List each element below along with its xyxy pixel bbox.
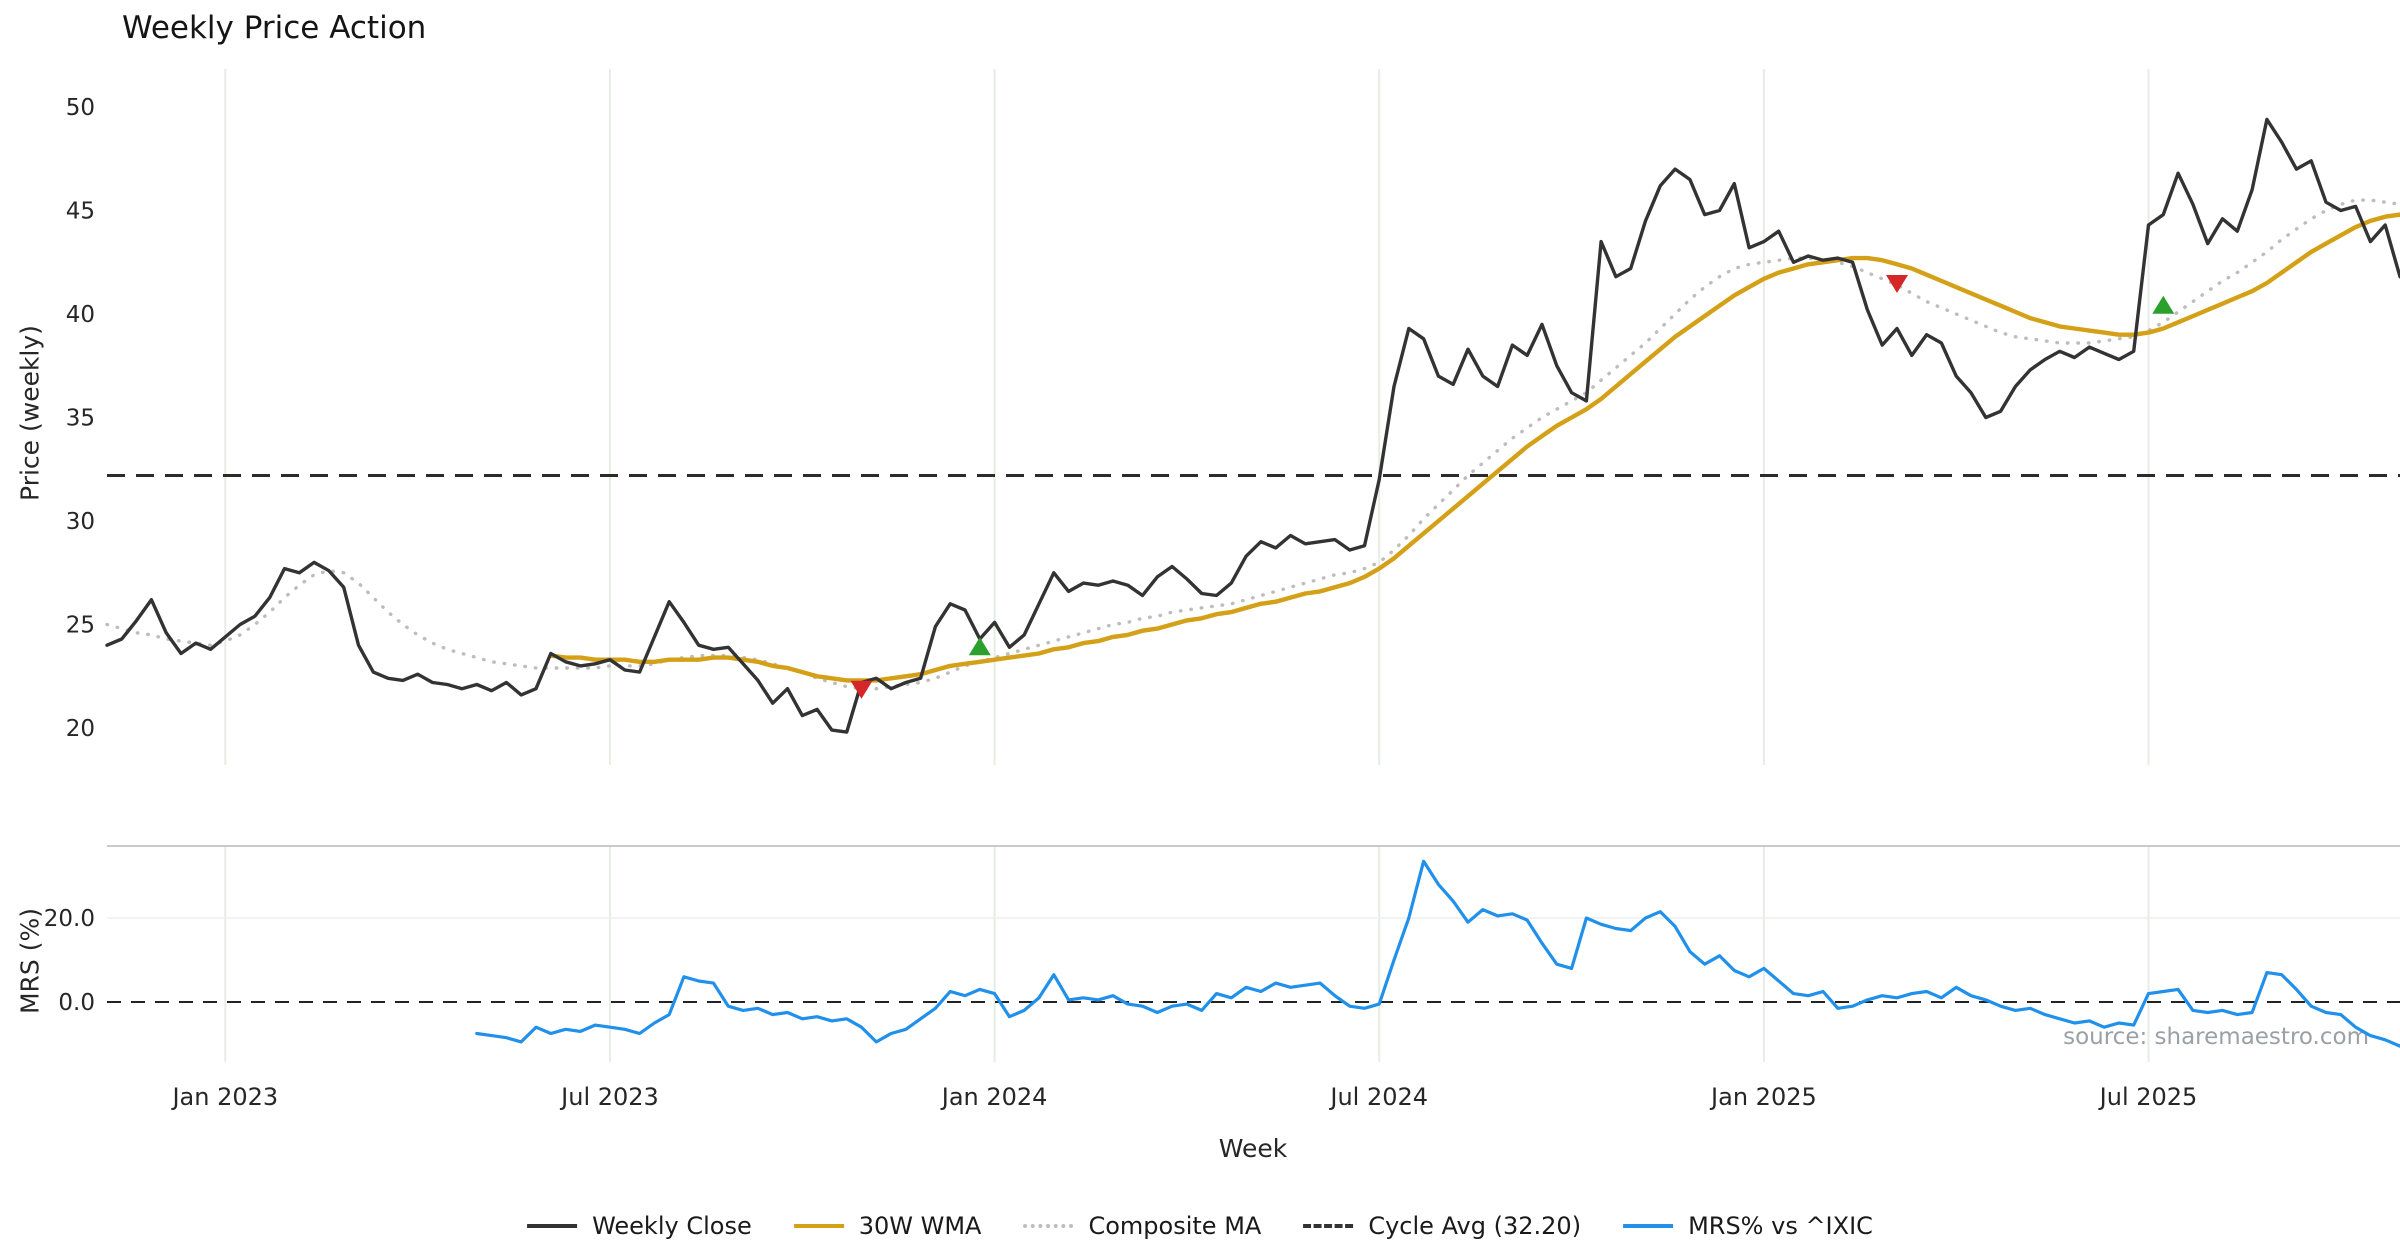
composite-ma-swatch-icon <box>1023 1224 1074 1228</box>
page-title: Weekly Price Action <box>122 10 427 46</box>
x-tick-label: Jul 2024 <box>1328 1083 1428 1111</box>
sell-marker-icon <box>1886 275 1908 293</box>
legend-label: Composite MA <box>1088 1212 1262 1240</box>
legend-label: 30W WMA <box>858 1212 982 1240</box>
price-tick-label: 40 <box>66 302 95 328</box>
weekly-close-line <box>105 117 2400 734</box>
price-tick-label: 35 <box>66 406 95 432</box>
composite-ma-line <box>105 198 2400 691</box>
cycle-avg-swatch-icon <box>1303 1224 1354 1228</box>
legend-item-mrs: MRS% vs ^IXIC <box>1623 1212 1873 1240</box>
price-tick-label: 50 <box>66 95 95 121</box>
legend-item-composite-ma: Composite MA <box>1023 1212 1261 1240</box>
x-tick-label: Jul 2025 <box>2098 1083 2198 1111</box>
legend-label: Cycle Avg (32.20) <box>1368 1212 1582 1240</box>
price-tick-label: 25 <box>66 613 95 639</box>
sell-marker-icon <box>850 680 873 699</box>
legend-label: MRS% vs ^IXIC <box>1688 1212 1873 1240</box>
mrs-swatch-icon <box>1623 1224 1674 1228</box>
legend-item-cycle-avg: Cycle Avg (32.20) <box>1303 1212 1581 1240</box>
weekly-close-swatch-icon <box>527 1224 578 1228</box>
30w-wma-line <box>548 212 2400 683</box>
buy-marker-icon <box>968 637 991 656</box>
price-tick-label: 45 <box>66 199 95 225</box>
x-tick-label: Jul 2023 <box>559 1083 659 1111</box>
source-watermark: source: sharemaestro.com <box>2063 1024 2369 1050</box>
mrs-tick-label: 20.0 <box>44 906 95 932</box>
chart-legend: Weekly Close 30W WMA Composite MA Cycle … <box>527 1212 1873 1240</box>
legend-item-30w-wma: 30W WMA <box>793 1212 982 1240</box>
mrs-tick-label: 0.0 <box>58 990 95 1016</box>
wma-swatch-icon <box>793 1224 844 1228</box>
x-axis-label: Week <box>1218 1134 1288 1163</box>
price-tick-label: 20 <box>66 716 95 742</box>
buy-marker-icon <box>2152 295 2175 314</box>
mrs-vs-ixic-line <box>475 859 2400 1048</box>
x-tick-label: Jan 2024 <box>940 1083 1048 1111</box>
legend-label: Weekly Close <box>592 1212 752 1240</box>
price-tick-label: 30 <box>66 509 95 535</box>
x-tick-label: Jan 2023 <box>170 1083 278 1111</box>
x-tick-label: Jan 2025 <box>1709 1083 1817 1111</box>
legend-item-weekly-close: Weekly Close <box>527 1212 752 1240</box>
